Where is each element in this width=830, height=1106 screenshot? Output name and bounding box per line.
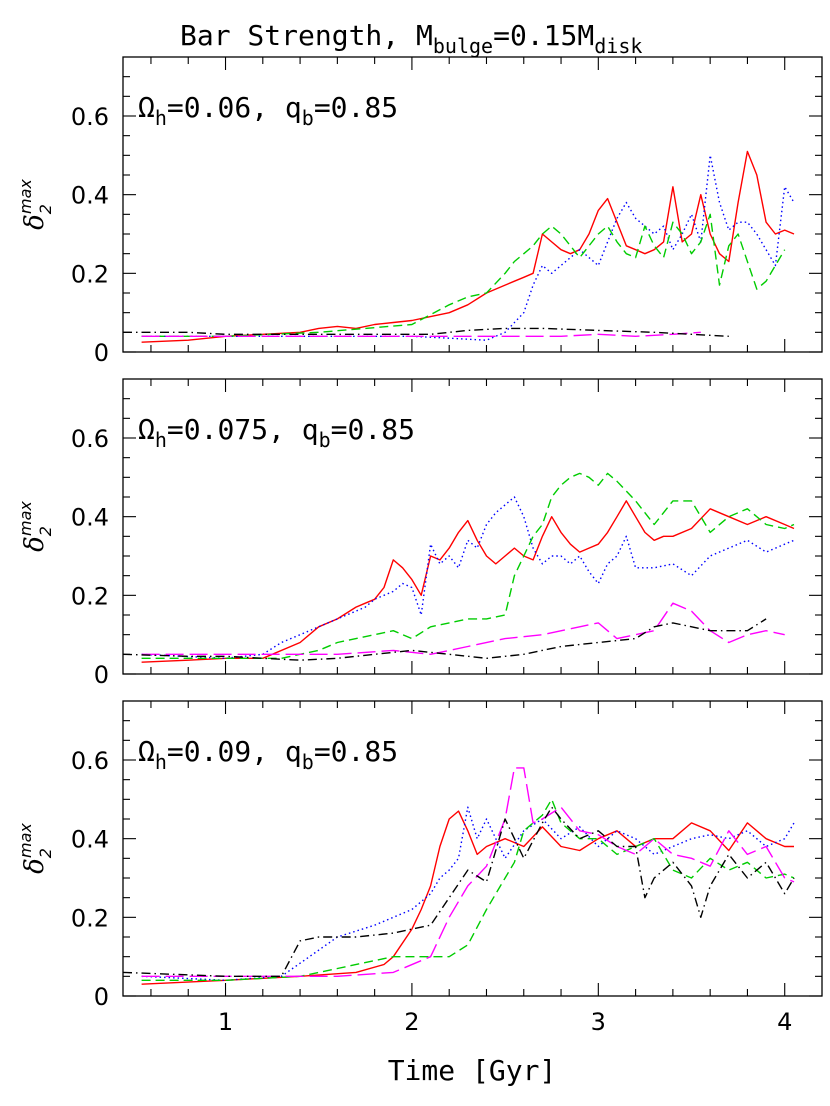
series-red-line — [141, 150, 795, 343]
y-label-symbol: δ — [20, 858, 50, 874]
series-blue-line — [141, 154, 795, 341]
annotation-part: Ω — [138, 735, 155, 768]
y-axis-label: δ2max — [16, 179, 55, 230]
annotation-part: b — [302, 750, 314, 774]
annotation-part: =0.09, q — [167, 735, 302, 768]
annotation-part: Ω — [138, 91, 155, 124]
y-tick-label: 0.4 — [71, 182, 109, 210]
series-blue-line — [141, 806, 795, 981]
panel-annotation: Ωh=0.09, qb=0.85 — [138, 735, 398, 774]
series-black-line — [123, 327, 729, 337]
x-tick-label: 2 — [404, 1008, 419, 1036]
panel-2: 0 0.2 0.4 0.6 δ2max Ωh=0.075, qb=0.85 — [16, 378, 823, 689]
figure-title: Bar Strength, Mbulge=0.15Mdisk — [180, 19, 642, 58]
annotation-part: h — [155, 106, 167, 130]
y-label-sup: max — [16, 179, 35, 214]
series-black-line — [122, 618, 767, 661]
y-tick-label: 0.6 — [71, 103, 109, 131]
y-tick-label: 0.6 — [71, 747, 109, 775]
y-tick-label: 0.2 — [71, 904, 109, 932]
y-tick-label: 0.4 — [71, 504, 109, 532]
y-label-sup: max — [16, 501, 35, 536]
x-axis-label: Time [Gyr] — [388, 1054, 557, 1087]
annotation-part: =0.85 — [331, 413, 415, 446]
series-red-line — [141, 810, 794, 985]
x-tick-label: 4 — [777, 1008, 792, 1036]
annotation-part: =0.075, q — [167, 413, 319, 446]
panel-annotation: Ωh=0.06, qb=0.85 — [138, 91, 398, 130]
y-label-sub: 2 — [36, 204, 55, 214]
series-red-line — [141, 500, 795, 663]
annotation-part: =0.85 — [314, 91, 398, 124]
x-tick-label: 3 — [591, 1008, 606, 1036]
title-main: Bar Strength, M — [180, 19, 433, 52]
y-tick-label: 0.2 — [71, 260, 109, 288]
annotation-part: h — [155, 750, 167, 774]
series-green-line — [141, 472, 795, 659]
series-green-line — [141, 798, 795, 981]
y-tick-label: 0 — [94, 983, 109, 1011]
plot-frame — [122, 700, 823, 997]
annotation-part: h — [155, 428, 167, 452]
annotation-part: =0.85 — [314, 735, 398, 768]
panel-annotation: Ωh=0.075, qb=0.85 — [138, 413, 415, 452]
title-mid: =0.15M — [493, 19, 594, 52]
x-tick-label: 1 — [218, 1008, 233, 1036]
plot-frame — [122, 378, 823, 675]
y-label-symbol: δ — [20, 214, 50, 230]
series-blue-line — [141, 496, 795, 659]
y-tick-label: 0.4 — [71, 826, 109, 854]
annotation-part: =0.06, q — [167, 91, 302, 124]
y-tick-label: 0.6 — [71, 425, 109, 453]
y-tick-label: 0 — [94, 339, 109, 367]
series-magenta-line — [141, 331, 701, 337]
y-axis-label: δ2max — [16, 823, 55, 874]
y-tick-label: 0.2 — [71, 582, 109, 610]
series-magenta-line — [141, 602, 785, 655]
y-axis-label: δ2max — [16, 501, 55, 552]
plot-frame — [122, 56, 823, 353]
series-black-line — [122, 806, 795, 977]
annotation-part: b — [302, 106, 314, 130]
title-sub-bulge: bulge — [433, 34, 493, 58]
series-green-line — [141, 213, 786, 337]
y-label-sub: 2 — [36, 848, 55, 858]
y-label-sup: max — [16, 823, 35, 858]
annotation-part: b — [319, 428, 331, 452]
panel-1: 0 0.2 0.4 0.6 δ2max Ωh=0.06, qb=0.85 — [16, 56, 823, 367]
y-label-sub: 2 — [36, 526, 55, 536]
title-sub-disk: disk — [594, 34, 642, 58]
y-label-symbol: δ — [20, 536, 50, 552]
series-magenta-line — [141, 767, 795, 977]
annotation-part: Ω — [138, 413, 155, 446]
y-tick-label: 0 — [94, 661, 109, 689]
